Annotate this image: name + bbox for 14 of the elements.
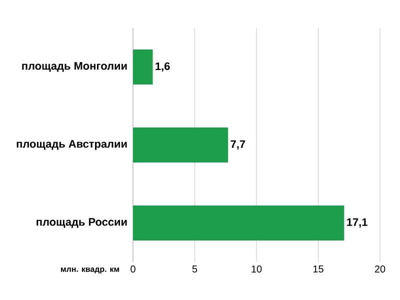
y-tick-label: площадь России	[36, 218, 127, 228]
x-tick-label: 5	[192, 266, 198, 272]
data-label: 7,7	[230, 140, 246, 150]
x-tick-label: 0	[130, 266, 136, 273]
y-tick-label: площадь Австралии	[16, 140, 127, 150]
bar	[133, 49, 153, 85]
data-label: 1,6	[156, 62, 170, 72]
bar	[133, 127, 228, 163]
y-tick-label: площадь Монголии	[22, 62, 127, 72]
x-tick-label: 15	[313, 266, 324, 272]
bar	[133, 205, 344, 241]
x-tick-label: 10	[252, 266, 262, 273]
data-label: 17,1	[347, 218, 368, 228]
x-tick-label: 20	[374, 266, 386, 273]
